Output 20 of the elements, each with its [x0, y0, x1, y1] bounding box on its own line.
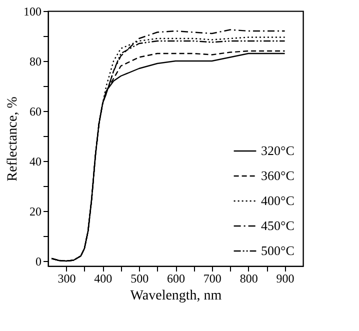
legend-label: 320°C: [261, 143, 294, 158]
x-tick-label: 400: [94, 272, 112, 286]
legend-label: 500°C: [261, 243, 294, 258]
x-tick-label: 800: [240, 272, 258, 286]
y-tick-label: 80: [30, 54, 42, 68]
y-axis-title: Reflectance, %: [6, 96, 20, 182]
y-tick-label: 40: [30, 154, 42, 168]
legend-label: 360°C: [261, 168, 294, 183]
y-tick-label: 0: [36, 254, 42, 268]
y-tick-label: 100: [24, 4, 42, 18]
y-tick-label: 60: [30, 104, 42, 118]
x-axis-title: Wavelength, nm: [130, 288, 222, 304]
y-tick-label: 20: [30, 204, 42, 218]
x-tick-label: 700: [203, 272, 222, 286]
legend-label: 400°C: [261, 193, 294, 208]
x-tick-label: 500: [130, 272, 149, 286]
x-tick-label: 900: [276, 272, 294, 286]
x-tick-label: 300: [58, 272, 76, 286]
legend-label: 450°C: [261, 218, 294, 233]
x-tick-label: 600: [167, 272, 185, 286]
